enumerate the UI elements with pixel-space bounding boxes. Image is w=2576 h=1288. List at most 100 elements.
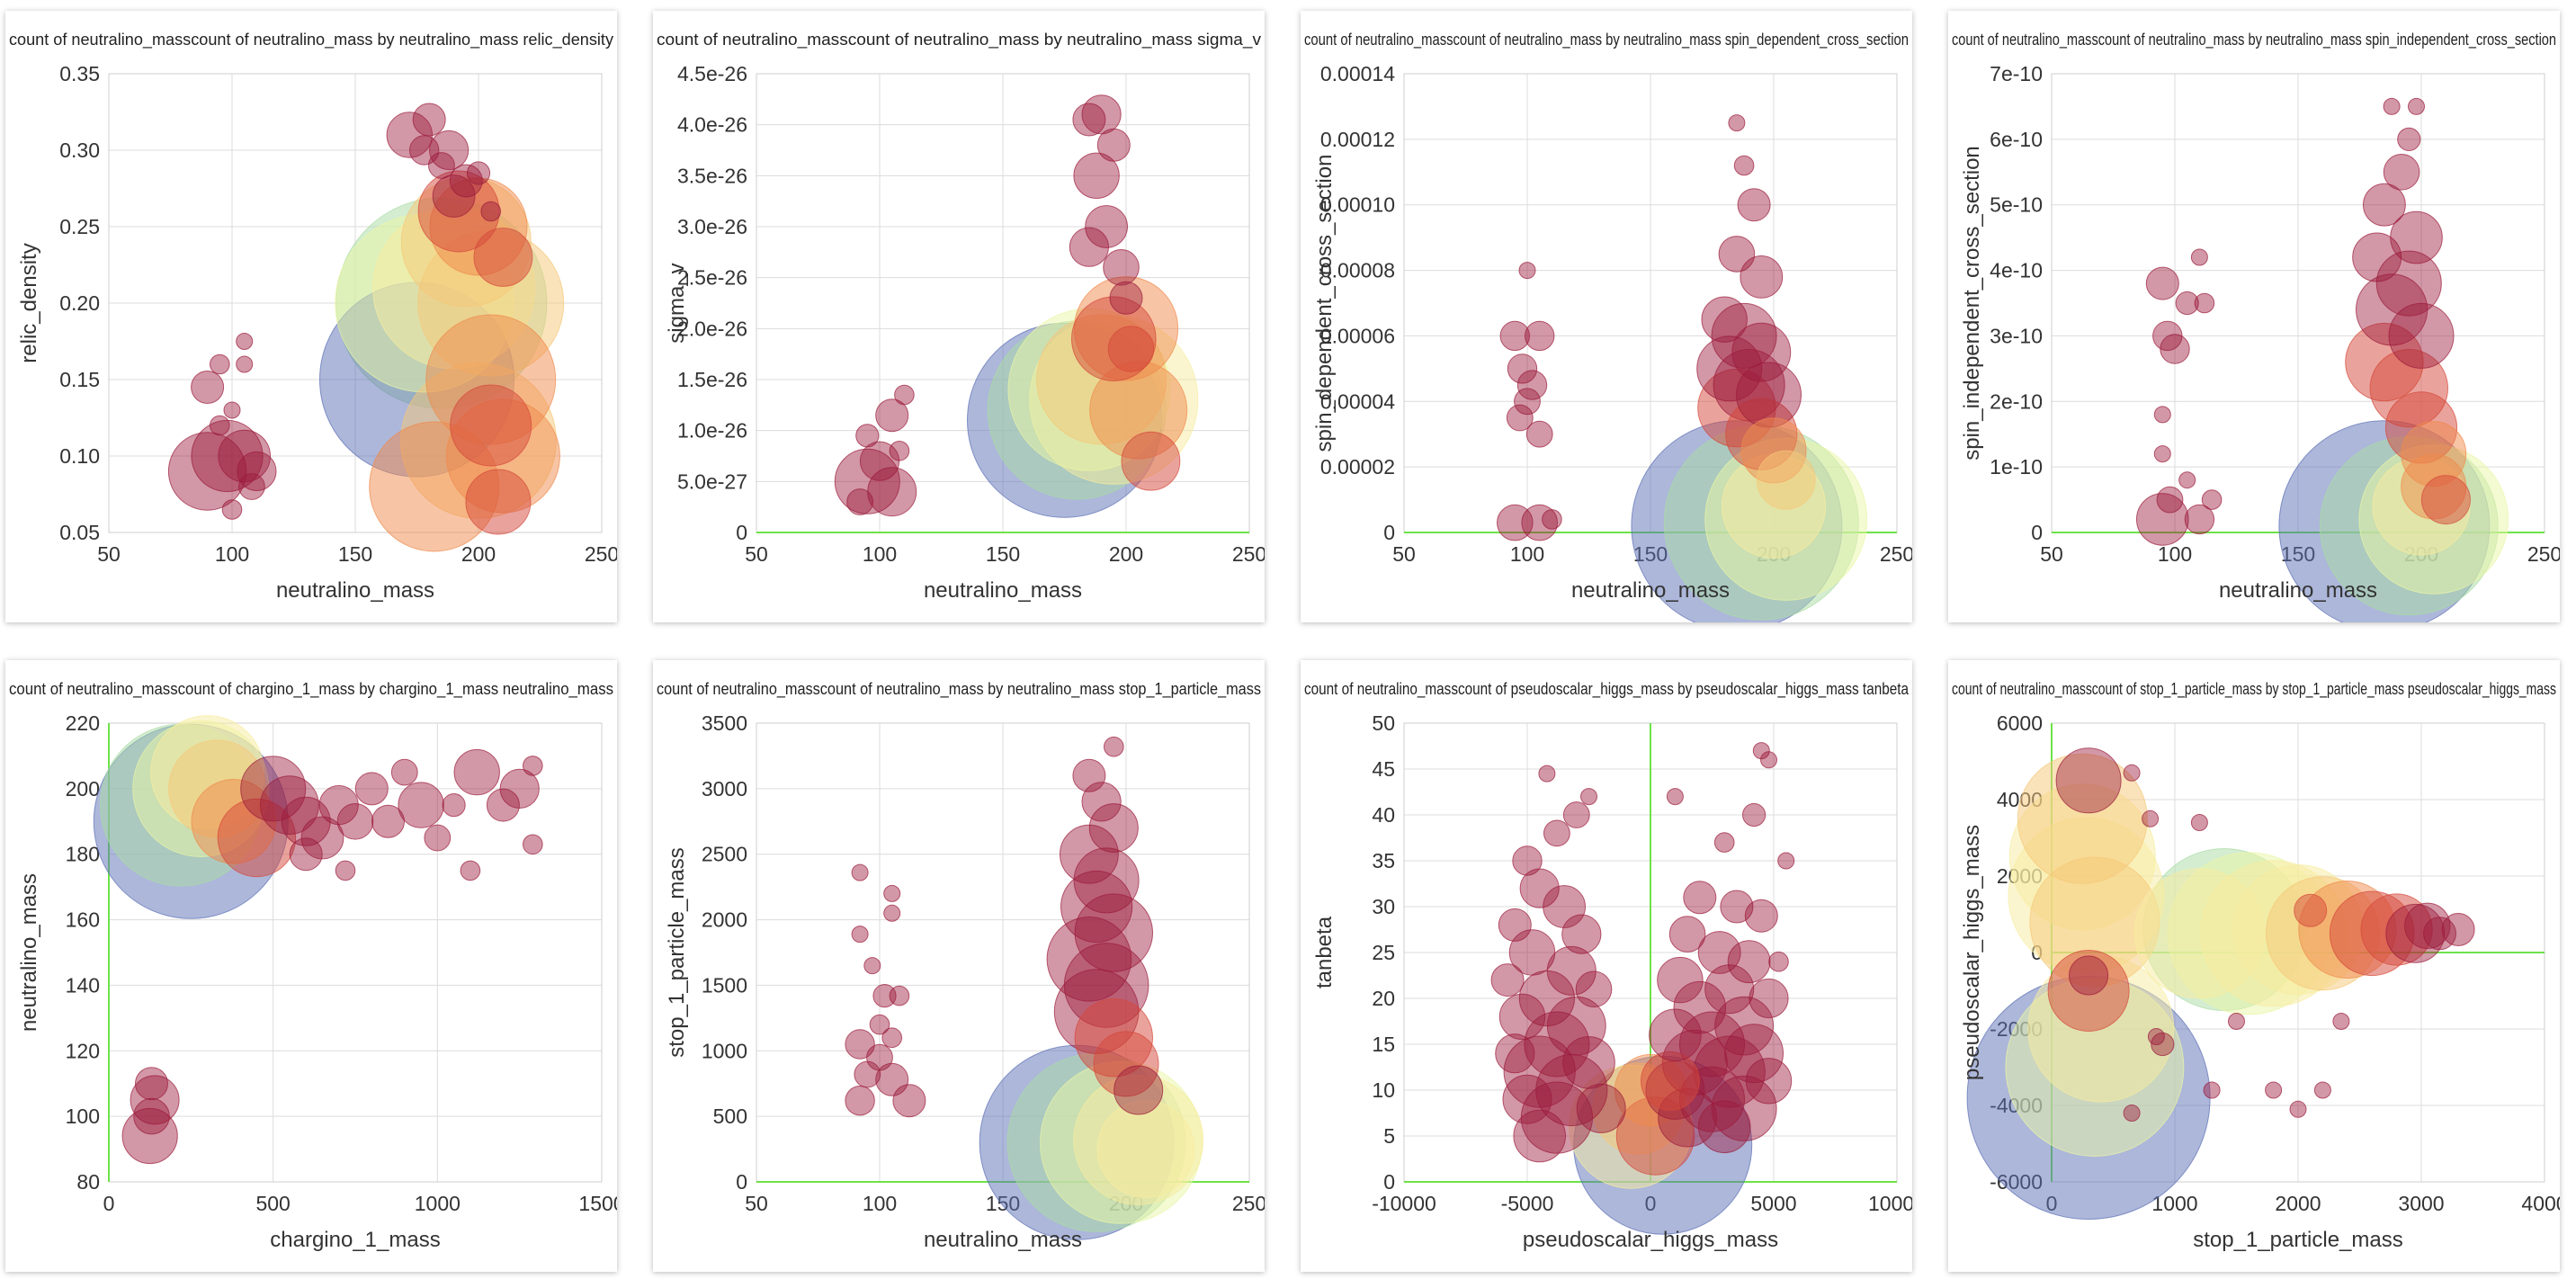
data-bubble[interactable] — [412, 103, 446, 137]
data-bubble[interactable] — [1580, 788, 1597, 806]
data-bubble[interactable] — [1744, 899, 1778, 933]
data-bubble[interactable] — [1742, 802, 1767, 827]
data-bubble[interactable] — [1502, 1074, 1552, 1124]
data-bubble[interactable] — [2156, 486, 2184, 514]
data-bubble[interactable] — [1701, 296, 1748, 343]
data-bubble[interactable] — [191, 371, 225, 404]
data-bubble[interactable] — [480, 201, 502, 222]
data-bubble[interactable] — [1088, 803, 1139, 854]
data-bubble[interactable] — [1114, 1065, 1164, 1115]
data-bubble[interactable] — [2352, 232, 2402, 282]
data-bubble[interactable] — [1521, 504, 1559, 541]
data-bubble[interactable] — [889, 441, 910, 461]
data-bubble[interactable] — [354, 772, 389, 806]
data-bubble[interactable] — [834, 448, 900, 514]
data-bubble[interactable] — [1752, 742, 1770, 760]
data-bubble[interactable] — [1737, 188, 1771, 222]
data-bubble[interactable] — [1777, 852, 1795, 870]
data-bubble[interactable] — [1109, 281, 1143, 315]
data-bubble[interactable] — [1713, 832, 1735, 853]
data-bubble[interactable] — [855, 424, 880, 448]
data-bubble[interactable] — [523, 756, 543, 776]
data-bubble[interactable] — [1525, 320, 1555, 352]
data-bubble[interactable] — [1498, 908, 1532, 942]
data-bubble[interactable] — [236, 355, 254, 373]
data-bubble[interactable] — [1749, 978, 1789, 1019]
data-bubble[interactable] — [2184, 504, 2215, 535]
data-bubble[interactable] — [2153, 445, 2171, 463]
data-bubble[interactable] — [1490, 963, 1525, 997]
data-bubble[interactable] — [1096, 128, 1131, 162]
data-bubble[interactable] — [2151, 1032, 2175, 1057]
data-bubble[interactable] — [883, 904, 901, 922]
data-bubble[interactable] — [466, 161, 491, 185]
data-bubble[interactable] — [1727, 940, 1771, 984]
data-bubble[interactable] — [872, 984, 897, 1008]
data-bubble[interactable] — [221, 499, 243, 520]
data-bubble[interactable] — [1060, 870, 1133, 944]
data-bubble[interactable] — [1513, 1109, 1567, 1163]
data-bubble[interactable] — [1697, 1100, 1751, 1154]
data-bubble[interactable] — [1666, 788, 1684, 806]
data-bubble[interactable] — [1499, 320, 1531, 352]
data-bubble[interactable] — [1768, 951, 1789, 972]
data-bubble[interactable] — [1704, 964, 1755, 1015]
data-bubble[interactable] — [1679, 1011, 1745, 1078]
data-bubble[interactable] — [1683, 881, 1717, 915]
data-bubble[interactable] — [889, 985, 910, 1006]
data-bubble[interactable] — [1107, 326, 1155, 372]
data-bubble[interactable] — [1561, 914, 1602, 954]
data-bubble[interactable] — [523, 834, 543, 855]
data-bubble[interactable] — [2289, 1100, 2307, 1118]
data-bubble[interactable] — [2190, 814, 2208, 831]
data-bubble[interactable] — [1073, 847, 1140, 914]
data-bubble[interactable] — [1072, 103, 1106, 137]
data-bubble[interactable] — [2123, 764, 2141, 782]
data-bubble[interactable] — [1673, 980, 1727, 1034]
data-bubble[interactable] — [1641, 1051, 1700, 1111]
data-bubble[interactable] — [1514, 388, 1541, 416]
data-bubble[interactable] — [1512, 845, 1543, 876]
data-bubble[interactable] — [1072, 758, 1106, 792]
data-bubble[interactable] — [386, 112, 433, 158]
data-bubble[interactable] — [2142, 809, 2160, 827]
data-bubble[interactable] — [851, 926, 869, 944]
data-bubble[interactable] — [1649, 1008, 1702, 1062]
data-bubble[interactable] — [217, 798, 297, 878]
data-bubble[interactable] — [2201, 489, 2223, 510]
data-bubble[interactable] — [473, 228, 533, 287]
data-bubble[interactable] — [2145, 266, 2179, 300]
data-bubble[interactable] — [875, 398, 909, 433]
data-bubble[interactable] — [1103, 249, 1140, 286]
data-bubble[interactable] — [1562, 1036, 1615, 1089]
data-bubble[interactable] — [846, 488, 874, 515]
data-bubble[interactable] — [449, 164, 483, 198]
data-bubble[interactable] — [289, 837, 323, 872]
data-bubble[interactable] — [465, 469, 532, 535]
data-bubble[interactable] — [2420, 475, 2471, 525]
data-bubble[interactable] — [1518, 262, 1536, 280]
data-bubble[interactable] — [2123, 1105, 2141, 1122]
data-bubble[interactable] — [2194, 292, 2215, 314]
data-bubble[interactable] — [260, 775, 319, 836]
data-bubble[interactable] — [450, 384, 532, 467]
data-bubble[interactable] — [2265, 1081, 2283, 1099]
data-bubble[interactable] — [135, 1067, 168, 1101]
data-bubble[interactable] — [845, 1029, 875, 1060]
data-bubble[interactable] — [240, 756, 307, 822]
data-bubble[interactable] — [1069, 227, 1109, 267]
data-bubble[interactable] — [336, 803, 374, 840]
data-bubble[interactable] — [335, 860, 356, 881]
data-bubble[interactable] — [1498, 993, 1546, 1041]
data-bubble[interactable] — [1121, 431, 1181, 491]
data-bubble[interactable] — [1657, 956, 1704, 1004]
data-bubble[interactable] — [428, 152, 455, 179]
data-bubble[interactable] — [238, 473, 265, 500]
data-bubble[interactable] — [1668, 916, 1706, 953]
data-bubble[interactable] — [854, 1060, 881, 1088]
data-bubble[interactable] — [1525, 420, 1553, 448]
data-bubble[interactable] — [2404, 902, 2451, 949]
data-bubble[interactable] — [300, 816, 344, 860]
data-bubble[interactable] — [1740, 255, 1784, 299]
data-bubble[interactable] — [2363, 183, 2406, 227]
